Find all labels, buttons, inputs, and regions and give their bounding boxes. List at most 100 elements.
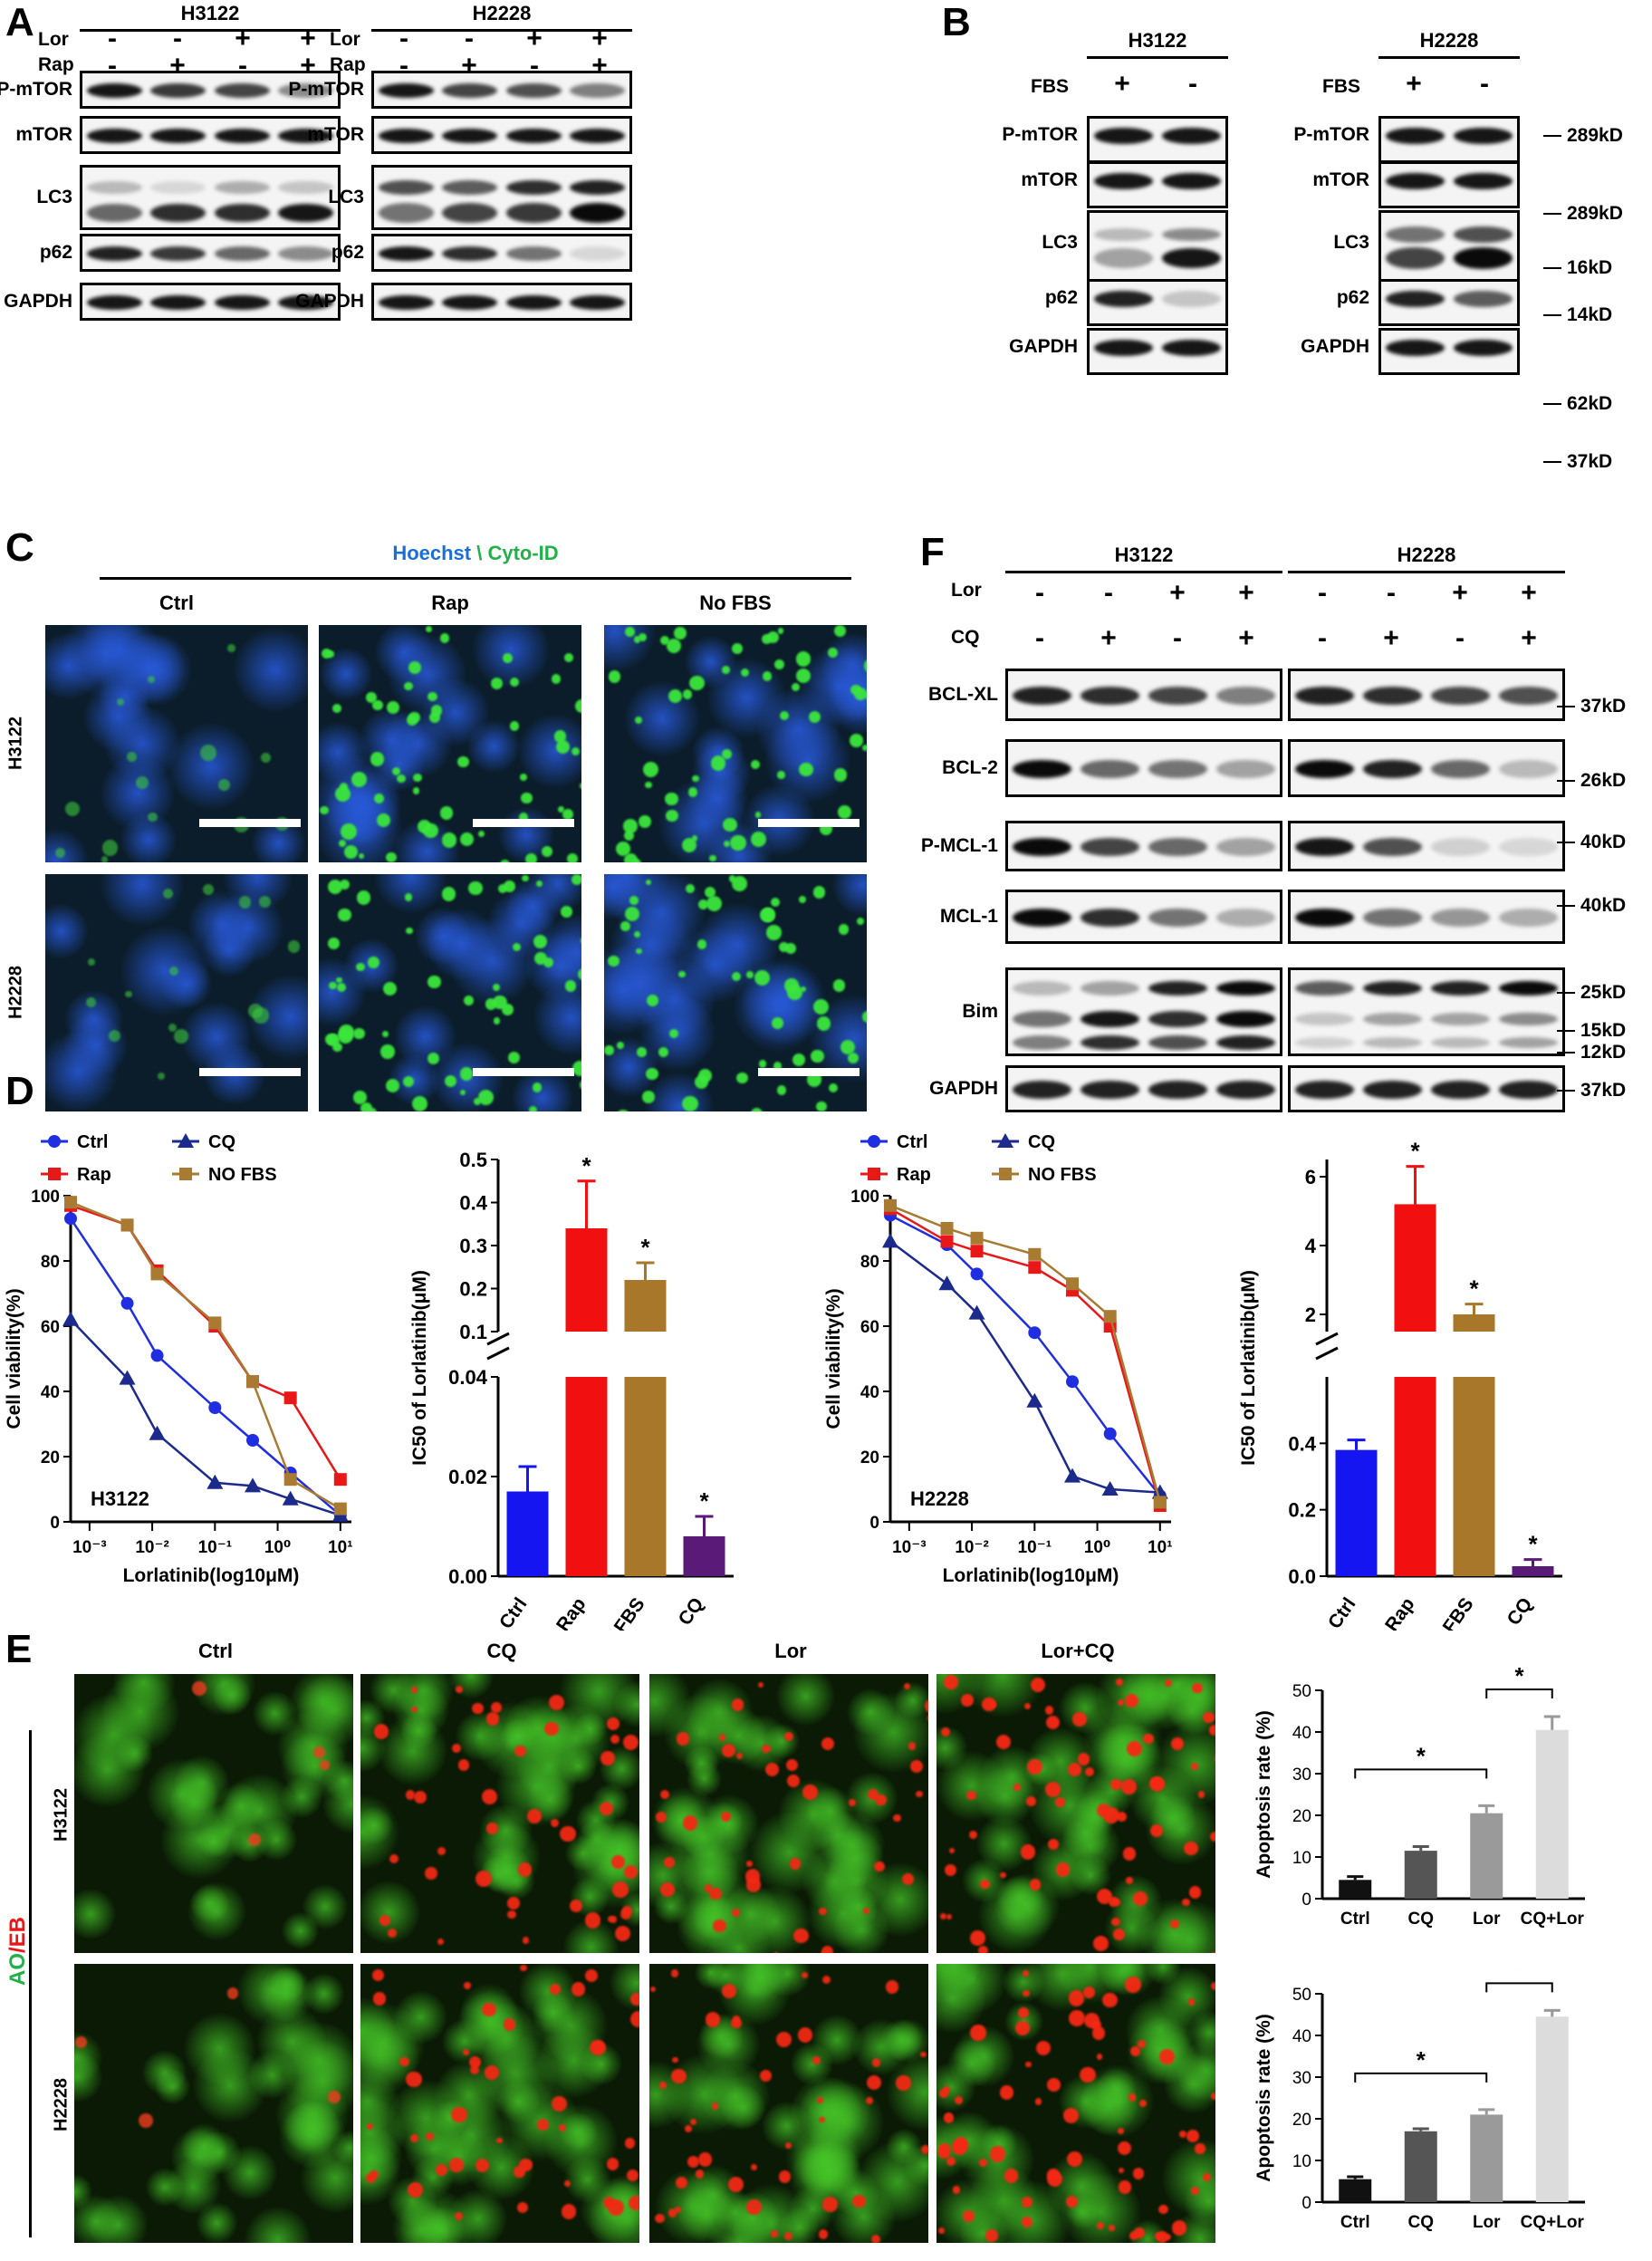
panel-e-tile-1-3-puncta-45: [1211, 2092, 1215, 2100]
chartD3-series-0-point-3: [1028, 1326, 1042, 1340]
panel-a-blot-0-2-band-1-3: [278, 204, 334, 222]
panel-e-tile-1-2-puncta-22: [852, 2194, 866, 2208]
chartD2-bar-upper-2: [624, 1280, 667, 1332]
panel-b-blot-1-1: [1378, 161, 1520, 208]
panel-e-tile-1-1-puncta-40: [590, 2039, 606, 2056]
chartD2-cat-1: Rap: [552, 1594, 591, 1631]
panel-b-blot-1-0: [1378, 116, 1520, 163]
panel-c-tile-1-1-puncta-6: [404, 893, 413, 901]
chartD3-legend-text-2: CQ: [1028, 1132, 1055, 1152]
panel-e-tile-0-3-puncta-32: [1077, 1753, 1090, 1766]
panel-f-group-1-sym-1-2: -: [1455, 623, 1465, 653]
panel-a-blot-1-3-band-0-1: [442, 246, 498, 261]
panel-c-tile-1-1-puncta-14: [356, 962, 366, 972]
panel-e-tile-1-1-puncta-19: [366, 2123, 373, 2130]
panel-a-blot-1-0-band-0-0: [378, 83, 434, 98]
panel-c-tile-0-0-puncta-12: [64, 801, 80, 816]
chartD1-series-3-point-0: [64, 1196, 77, 1209]
panel-c-tile-0-2-puncta-46: [780, 711, 790, 721]
panel-a-lor-label-0: Lor: [38, 29, 69, 50]
panel-c-col-2: No FBS: [699, 592, 772, 614]
panel-f-marker-6: 12kD: [1556, 1042, 1627, 1063]
panel-c-tile-0-1-puncta-45: [503, 652, 514, 663]
panel-f-blot-0-2: [1005, 821, 1282, 871]
chartD1-ytick-label-0: 0: [50, 1514, 60, 1533]
chartD3-xtick-label-2: 10⁻¹: [1018, 1538, 1052, 1557]
panel-a-blot-0-2-band-0-3: [278, 181, 334, 194]
panel-e-tile-0-1-puncta-37: [607, 1717, 620, 1730]
panel-e-tile-0-3-puncta-20: [940, 1912, 946, 1919]
panel-f-blot-0-4-band-2-1: [1081, 1035, 1139, 1050]
panel-c-tile-1-1-puncta-55: [427, 975, 441, 989]
chartD1-series-2-point-5: [282, 1490, 299, 1506]
chartD4-star-3: *: [1528, 1531, 1538, 1558]
panel-c-tile-1-1-puncta-36: [460, 1089, 466, 1096]
chartD3-legend-marker-1: [868, 1168, 880, 1180]
panel-e-tile-0-2-puncta-21: [901, 1872, 914, 1885]
panel-e-tile-0-3-puncta-40: [1117, 1812, 1128, 1823]
panel-c-tile-1-1-puncta-19: [580, 1080, 581, 1090]
panel-e-tile-0-2-puncta-16: [927, 1713, 928, 1722]
panel-e-tile-1-3-puncta-69: [1134, 2227, 1145, 2238]
panel-c-tile-1-2-puncta-28: [624, 907, 639, 922]
panel-a-blot-1-4: [371, 283, 632, 321]
panel-a-group-0-sym-0-3: +: [300, 24, 316, 53]
panel-e-tile-0-3-puncta-18: [970, 1930, 985, 1946]
panel-a-group-0-sym-0-0: -: [108, 24, 117, 53]
panel-c-tile-1-2-puncta-46: [698, 1069, 712, 1082]
panel-e-tile-0-1-puncta-13: [544, 1721, 559, 1737]
panel-f-blot-1-5-band-0-0: [1295, 1081, 1354, 1099]
panel-c-tile-1-0-cell-8: [180, 1001, 252, 1073]
panel-e-tile-0-0-puncta-2: [248, 1833, 261, 1846]
panel-e-tile-0-2-puncta-28: [736, 1752, 744, 1759]
panel-f-blot-1-1-band-0-0: [1295, 760, 1354, 778]
panel-c-tile-1-2-puncta-1: [736, 1072, 748, 1084]
panel-f-blot-1-3-band-0-3: [1499, 909, 1558, 927]
panel-e-tile-1-1-cell-37: [360, 2003, 425, 2085]
panel-f-blot-label-3: MCL-1: [939, 906, 998, 927]
panel-f-blot-1-1-band-0-1: [1363, 760, 1422, 778]
panel-e-tile-1-2-puncta-8: [920, 2144, 928, 2154]
panel-e-tile-0-3-puncta-42: [996, 1735, 1012, 1750]
panel-f-blot-1-2-band-0-2: [1431, 838, 1490, 856]
panel-c-tile-1-1-puncta-29: [412, 1095, 428, 1111]
panel-b-group-1-sym-0-0: +: [1406, 69, 1422, 99]
panel-c-tile-0-0-puncta-14: [217, 778, 230, 791]
panel-e-tile-0-3-puncta-0: [1124, 1693, 1139, 1708]
panel-b-group-0-sym-0-0: +: [1114, 69, 1130, 99]
panel-c-tile-1-2-puncta-23: [642, 1091, 656, 1103]
panel-c-tile-1-0-puncta-12: [253, 1007, 269, 1024]
panel-label-e: E: [5, 1627, 33, 1671]
panel-b-blot-0-2-band-1-1: [1162, 248, 1221, 268]
panel-e-tile-0-3-puncta-54: [1149, 1776, 1164, 1791]
panel-c-tile-0-1-puncta-14: [344, 844, 358, 859]
panel-e-tile-0-2-puncta-8: [909, 1759, 924, 1774]
panel-a-blot-1-2-band-1-2: [505, 203, 562, 223]
panel-e-tile-1-3-puncta-17: [1125, 1976, 1141, 1993]
chartD1-series-0-point-2: [150, 1349, 164, 1362]
panel-c-tile-0-0-puncta-6: [117, 698, 125, 706]
chartE2-ytick-label-5: 50: [1292, 1986, 1311, 2005]
panel-e-tile-1-3-puncta-19: [1022, 2216, 1033, 2227]
panel-e-tile-1-3-puncta-56: [1062, 2107, 1080, 2123]
panel-e-tile-0-1-puncta-17: [611, 1855, 625, 1869]
panel-c-tile-1-1-puncta-13: [353, 1028, 365, 1040]
panel-c-tile-0-0-puncta-1: [147, 676, 156, 684]
chartD1-legend-text-0: Ctrl: [77, 1132, 108, 1152]
panel-f-blot-0-4-band-0-3: [1216, 981, 1275, 996]
panel-c-tile-1-1-puncta-45: [402, 1075, 415, 1088]
panel-e-tile-1-2-puncta-20: [670, 1969, 678, 1977]
panel-e-tile-1-2-puncta-5: [759, 2069, 772, 2082]
panel-e-tile-1-1-puncta-27: [409, 2133, 418, 2142]
panel-e-tile-0-1-puncta-9: [560, 1825, 576, 1842]
panel-b-blot-label-0-3: p62: [1044, 287, 1078, 308]
panel-a-blot-0-1: [80, 116, 341, 154]
panel-c-tile-1-0-puncta-0: [162, 889, 173, 899]
panel-e-tile-0-1-puncta-31: [486, 1823, 499, 1835]
panel-c-tile-0-1-puncta-19: [557, 806, 564, 813]
panel-e-tile-1-1-puncta-7: [550, 1983, 562, 1995]
chartD1-series-0-point-0: [64, 1212, 77, 1226]
panel-c-tile-0-1-puncta-39: [370, 751, 385, 766]
panel-c-tile-1-1-puncta-27: [467, 880, 483, 896]
panel-f-group-0-sym-0-3: +: [1238, 578, 1254, 608]
